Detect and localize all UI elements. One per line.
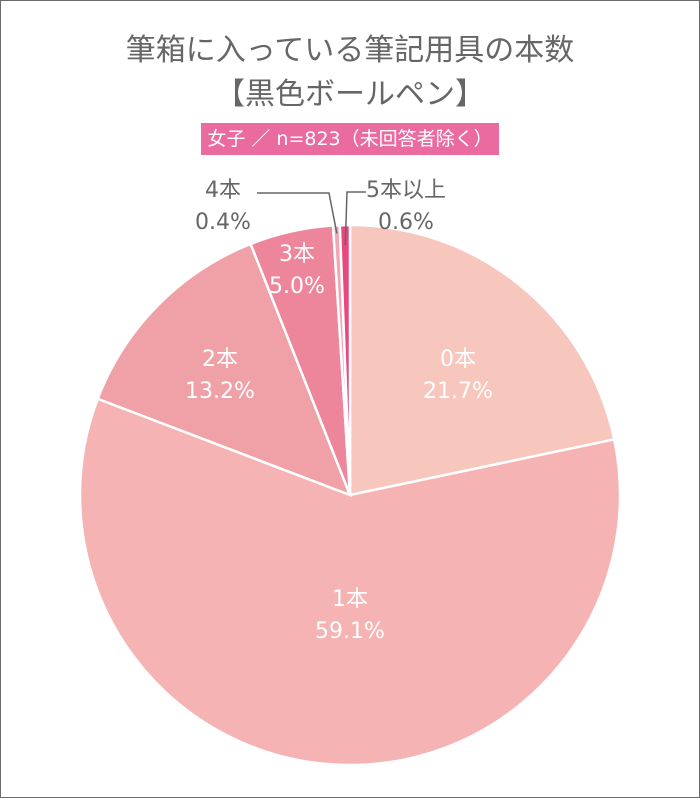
pie-slice-0 (348, 223, 616, 497)
slice-label-1: 1本 (332, 587, 368, 612)
slice-value-3: 5.0% (269, 274, 325, 299)
leader-line-5 (344, 191, 366, 246)
sample-badge: 女子 ／ n=823（未回答者除く） (201, 123, 499, 155)
slice-value-4: 0.4% (195, 210, 251, 235)
slice-label-2: 2本 (202, 347, 238, 372)
slice-value-0: 21.7% (423, 379, 493, 404)
slice-label-5: 5本以上 (366, 178, 446, 203)
pie-slice-1 (78, 397, 622, 767)
slice-value-1: 59.1% (315, 619, 385, 644)
slice-label-3: 3本 (279, 242, 315, 267)
chart-subtitle: 【黒色ボールペン】 (215, 77, 485, 112)
slice-value-2: 13.2% (185, 379, 255, 404)
pie-slice-5 (338, 223, 352, 496)
pie-slice-2 (96, 242, 353, 498)
slice-value-5: 0.6% (378, 210, 434, 235)
slice-label-4: 4本 (205, 178, 241, 203)
chart-title: 筆箱に入っている筆記用具の本数 (125, 33, 575, 68)
slice-label-0: 0本 (440, 347, 476, 372)
leader-line-4 (257, 192, 338, 234)
